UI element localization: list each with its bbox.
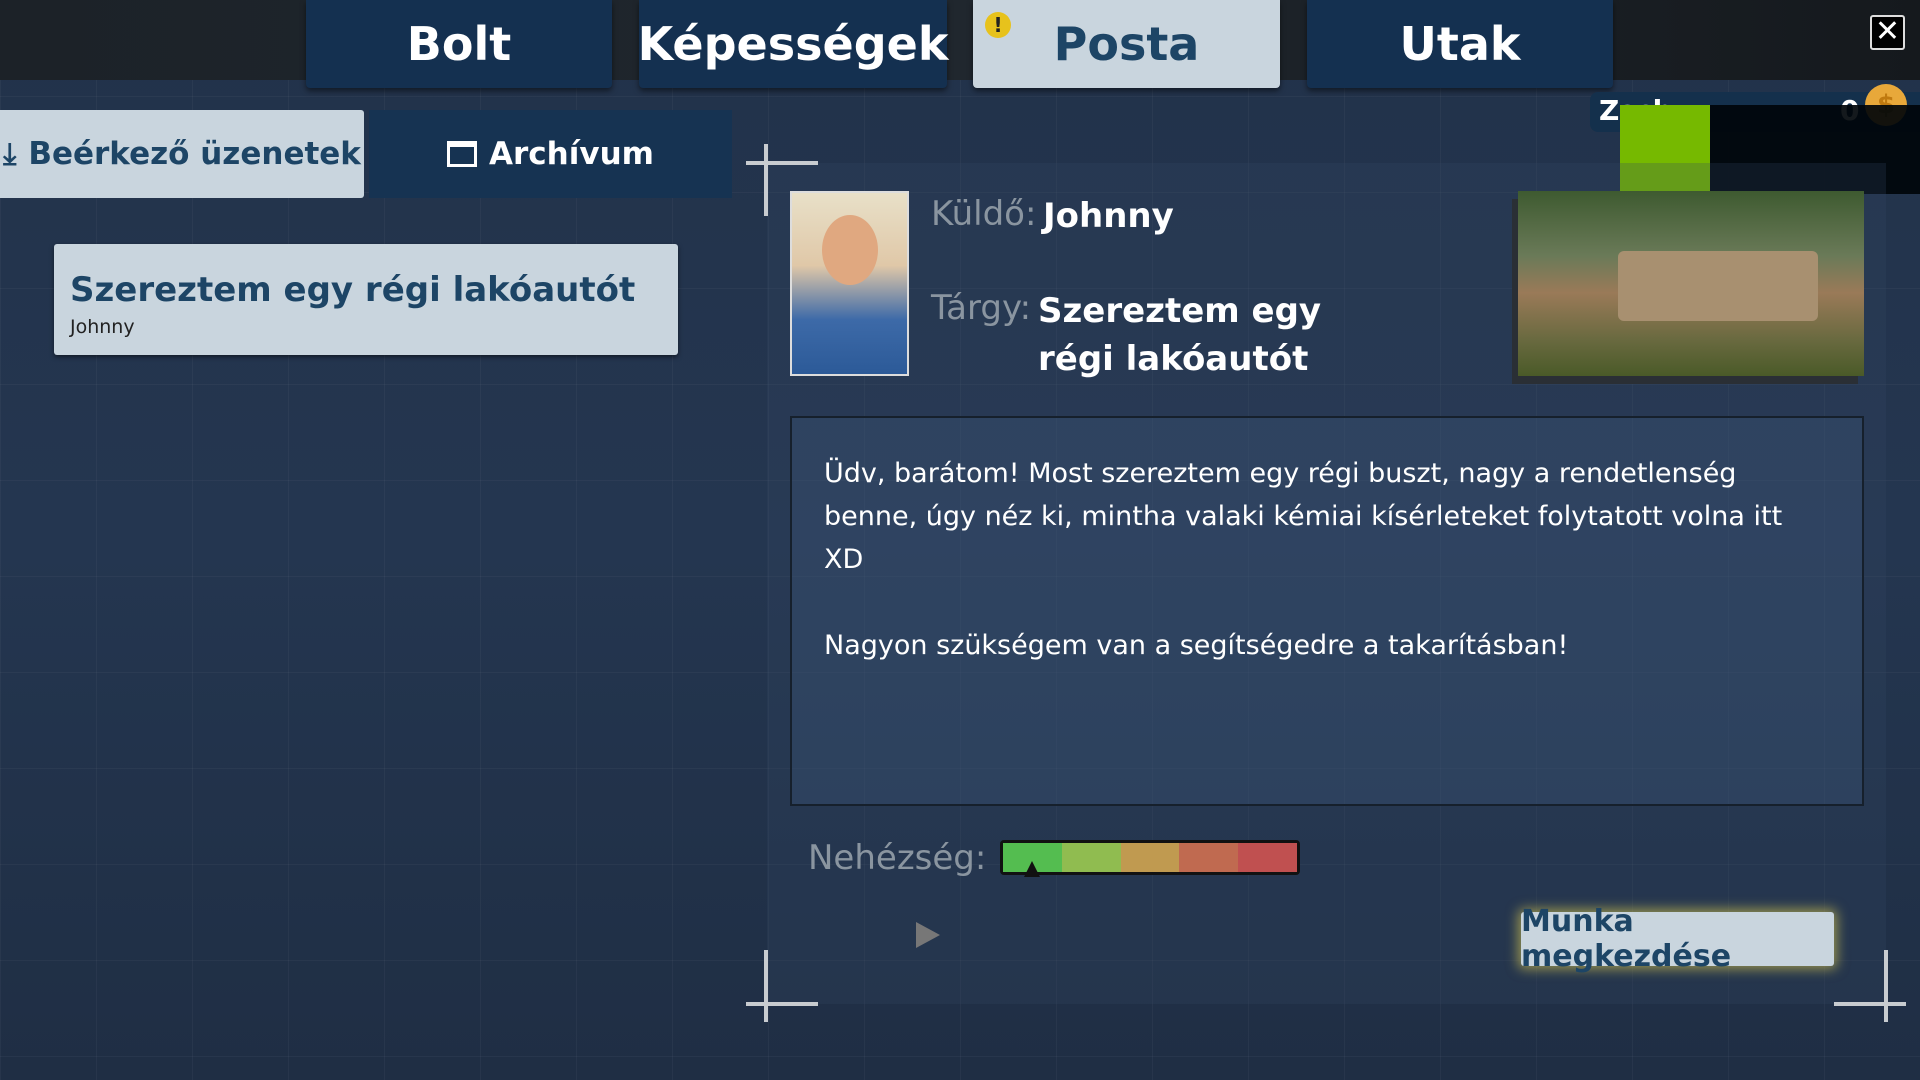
message-list-item[interactable]: Szereztem egy régi lakóautót Johnny: [54, 244, 678, 355]
corner-mark: [764, 950, 768, 1022]
mouse-cursor-icon: [916, 922, 940, 948]
tab-kepessegek[interactable]: Képességek: [637, 0, 949, 88]
difficulty-label: Nehézség:: [808, 838, 987, 878]
corner-mark: [764, 144, 768, 216]
sender-name: Johnny: [1043, 196, 1174, 236]
start-job-button[interactable]: Munka megkezdése: [1521, 904, 1834, 974]
tab-utak[interactable]: Utak: [1307, 0, 1613, 88]
tab-posta[interactable]: ! Posta: [973, 0, 1280, 88]
message-body: Üdv, barátom! Most szereztem egy régi bu…: [790, 416, 1864, 806]
rv-vehicle: [1618, 251, 1818, 321]
tab-archive[interactable]: Archívum: [369, 110, 732, 198]
body-paragraph: Nagyon szükségem van a segítségedre a ta…: [824, 630, 1569, 661]
tab-bolt[interactable]: Bolt: [306, 0, 612, 88]
sender-label: Küldő:: [931, 194, 1037, 234]
body-paragraph: Üdv, barátom! Most szereztem egy régi bu…: [824, 458, 1783, 575]
message-sender: Johnny: [70, 316, 135, 338]
tab-inbox[interactable]: ⤓ Beérkező üzenetek: [0, 110, 364, 198]
archive-icon: [447, 141, 478, 167]
top-bar: [0, 0, 1920, 80]
difficulty-bar: [1000, 840, 1300, 877]
corner-mark: [746, 161, 818, 165]
tab-label: Képességek: [637, 17, 949, 71]
corner-mark: [1884, 950, 1888, 1022]
subject-text: Szereztem egy régi lakóautót: [1038, 291, 1322, 379]
tab-label: Posta: [1053, 17, 1200, 71]
difficulty-segment: [1238, 843, 1297, 872]
difficulty-marker: [1024, 861, 1041, 877]
tab-archive-label: Archívum: [489, 136, 654, 172]
difficulty-segment: [1120, 843, 1180, 872]
alert-icon: !: [985, 12, 1011, 38]
download-icon: ⤓: [3, 136, 17, 172]
corner-mark: [1834, 1002, 1906, 1006]
corner-mark: [746, 1002, 818, 1006]
tab-label: Utak: [1399, 17, 1521, 71]
tab-inbox-label: Beérkező üzenetek: [28, 136, 361, 172]
avatar-face: [822, 215, 878, 285]
job-preview-image: [1518, 191, 1864, 376]
difficulty-segment: [1061, 843, 1121, 872]
message-subject: Szereztem egy régi lakóautót: [70, 270, 636, 310]
overlay-green: [1620, 105, 1710, 194]
tab-label: Bolt: [406, 17, 512, 71]
difficulty-segment: [1179, 843, 1239, 872]
sender-avatar: [790, 191, 909, 376]
subject-label: Tárgy:: [931, 288, 1032, 328]
close-icon[interactable]: ✕: [1870, 15, 1905, 50]
